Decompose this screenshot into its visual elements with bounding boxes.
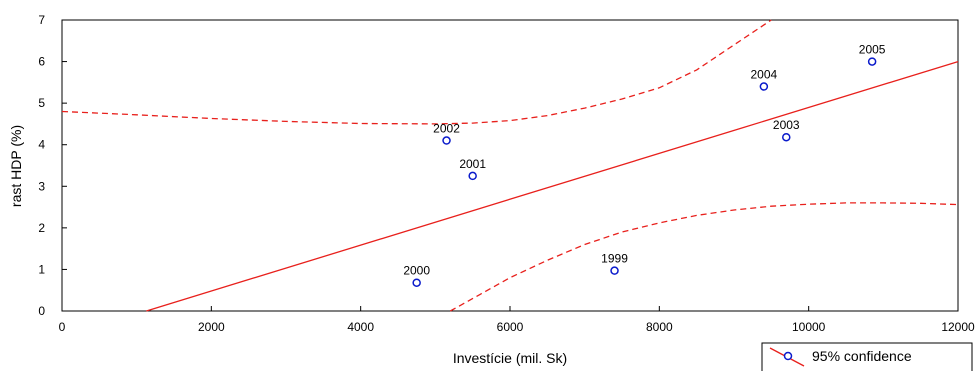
data-point — [759, 82, 769, 91]
data-point-label: 2004 — [751, 68, 778, 82]
y-axis-title: rast HDP (%) — [8, 125, 24, 207]
y-axis: 0 1 2 3 4 5 6 7 — [38, 13, 67, 318]
x-tick-label: 6000 — [497, 320, 524, 334]
x-axis: 0 2000 4000 6000 8000 10000 12000 — [59, 306, 975, 334]
y-tick-label: 3 — [38, 179, 45, 193]
x-tick-label: 8000 — [646, 320, 673, 334]
data-point-label: 2003 — [773, 118, 800, 132]
data-point-label: 2000 — [403, 264, 430, 278]
data-point — [867, 57, 877, 66]
confidence-lower-line — [449, 202, 959, 312]
legend-box — [761, 342, 973, 371]
data-point-label: 2005 — [859, 43, 886, 57]
legend-label: 95% confidence — [812, 348, 912, 364]
x-tick-label: 0 — [59, 320, 66, 334]
regression-line — [146, 60, 959, 312]
legend: 95% confidence — [761, 342, 973, 371]
x-tick-label: 2000 — [198, 320, 225, 334]
data-point — [468, 171, 477, 181]
x-axis-title: Investície (mil. Sk) — [453, 350, 567, 366]
y-tick-label: 4 — [38, 138, 45, 152]
y-tick-label: 7 — [38, 13, 45, 27]
y-tick-label: 0 — [38, 304, 45, 318]
confidence-upper-line — [61, 19, 772, 125]
data-point-label: 2001 — [459, 157, 486, 171]
legend-point-swatch — [783, 351, 793, 361]
data-point — [610, 266, 619, 275]
y-tick-label: 6 — [38, 55, 45, 69]
y-tick-label: 5 — [38, 96, 45, 110]
data-points: 1999 2000 2001 2002 2003 2004 2005 — [403, 43, 886, 287]
plot-area — [61, 19, 959, 312]
data-point — [442, 136, 451, 145]
y-tick-label: 1 — [38, 262, 45, 276]
x-tick-label: 12000 — [941, 320, 975, 334]
data-point — [412, 278, 421, 287]
data-point — [782, 132, 791, 142]
data-point-label: 2002 — [433, 122, 460, 136]
x-tick-label: 4000 — [347, 320, 374, 334]
y-tick-label: 2 — [38, 221, 45, 235]
data-point-label: 1999 — [601, 252, 628, 266]
x-tick-label: 10000 — [792, 320, 826, 334]
